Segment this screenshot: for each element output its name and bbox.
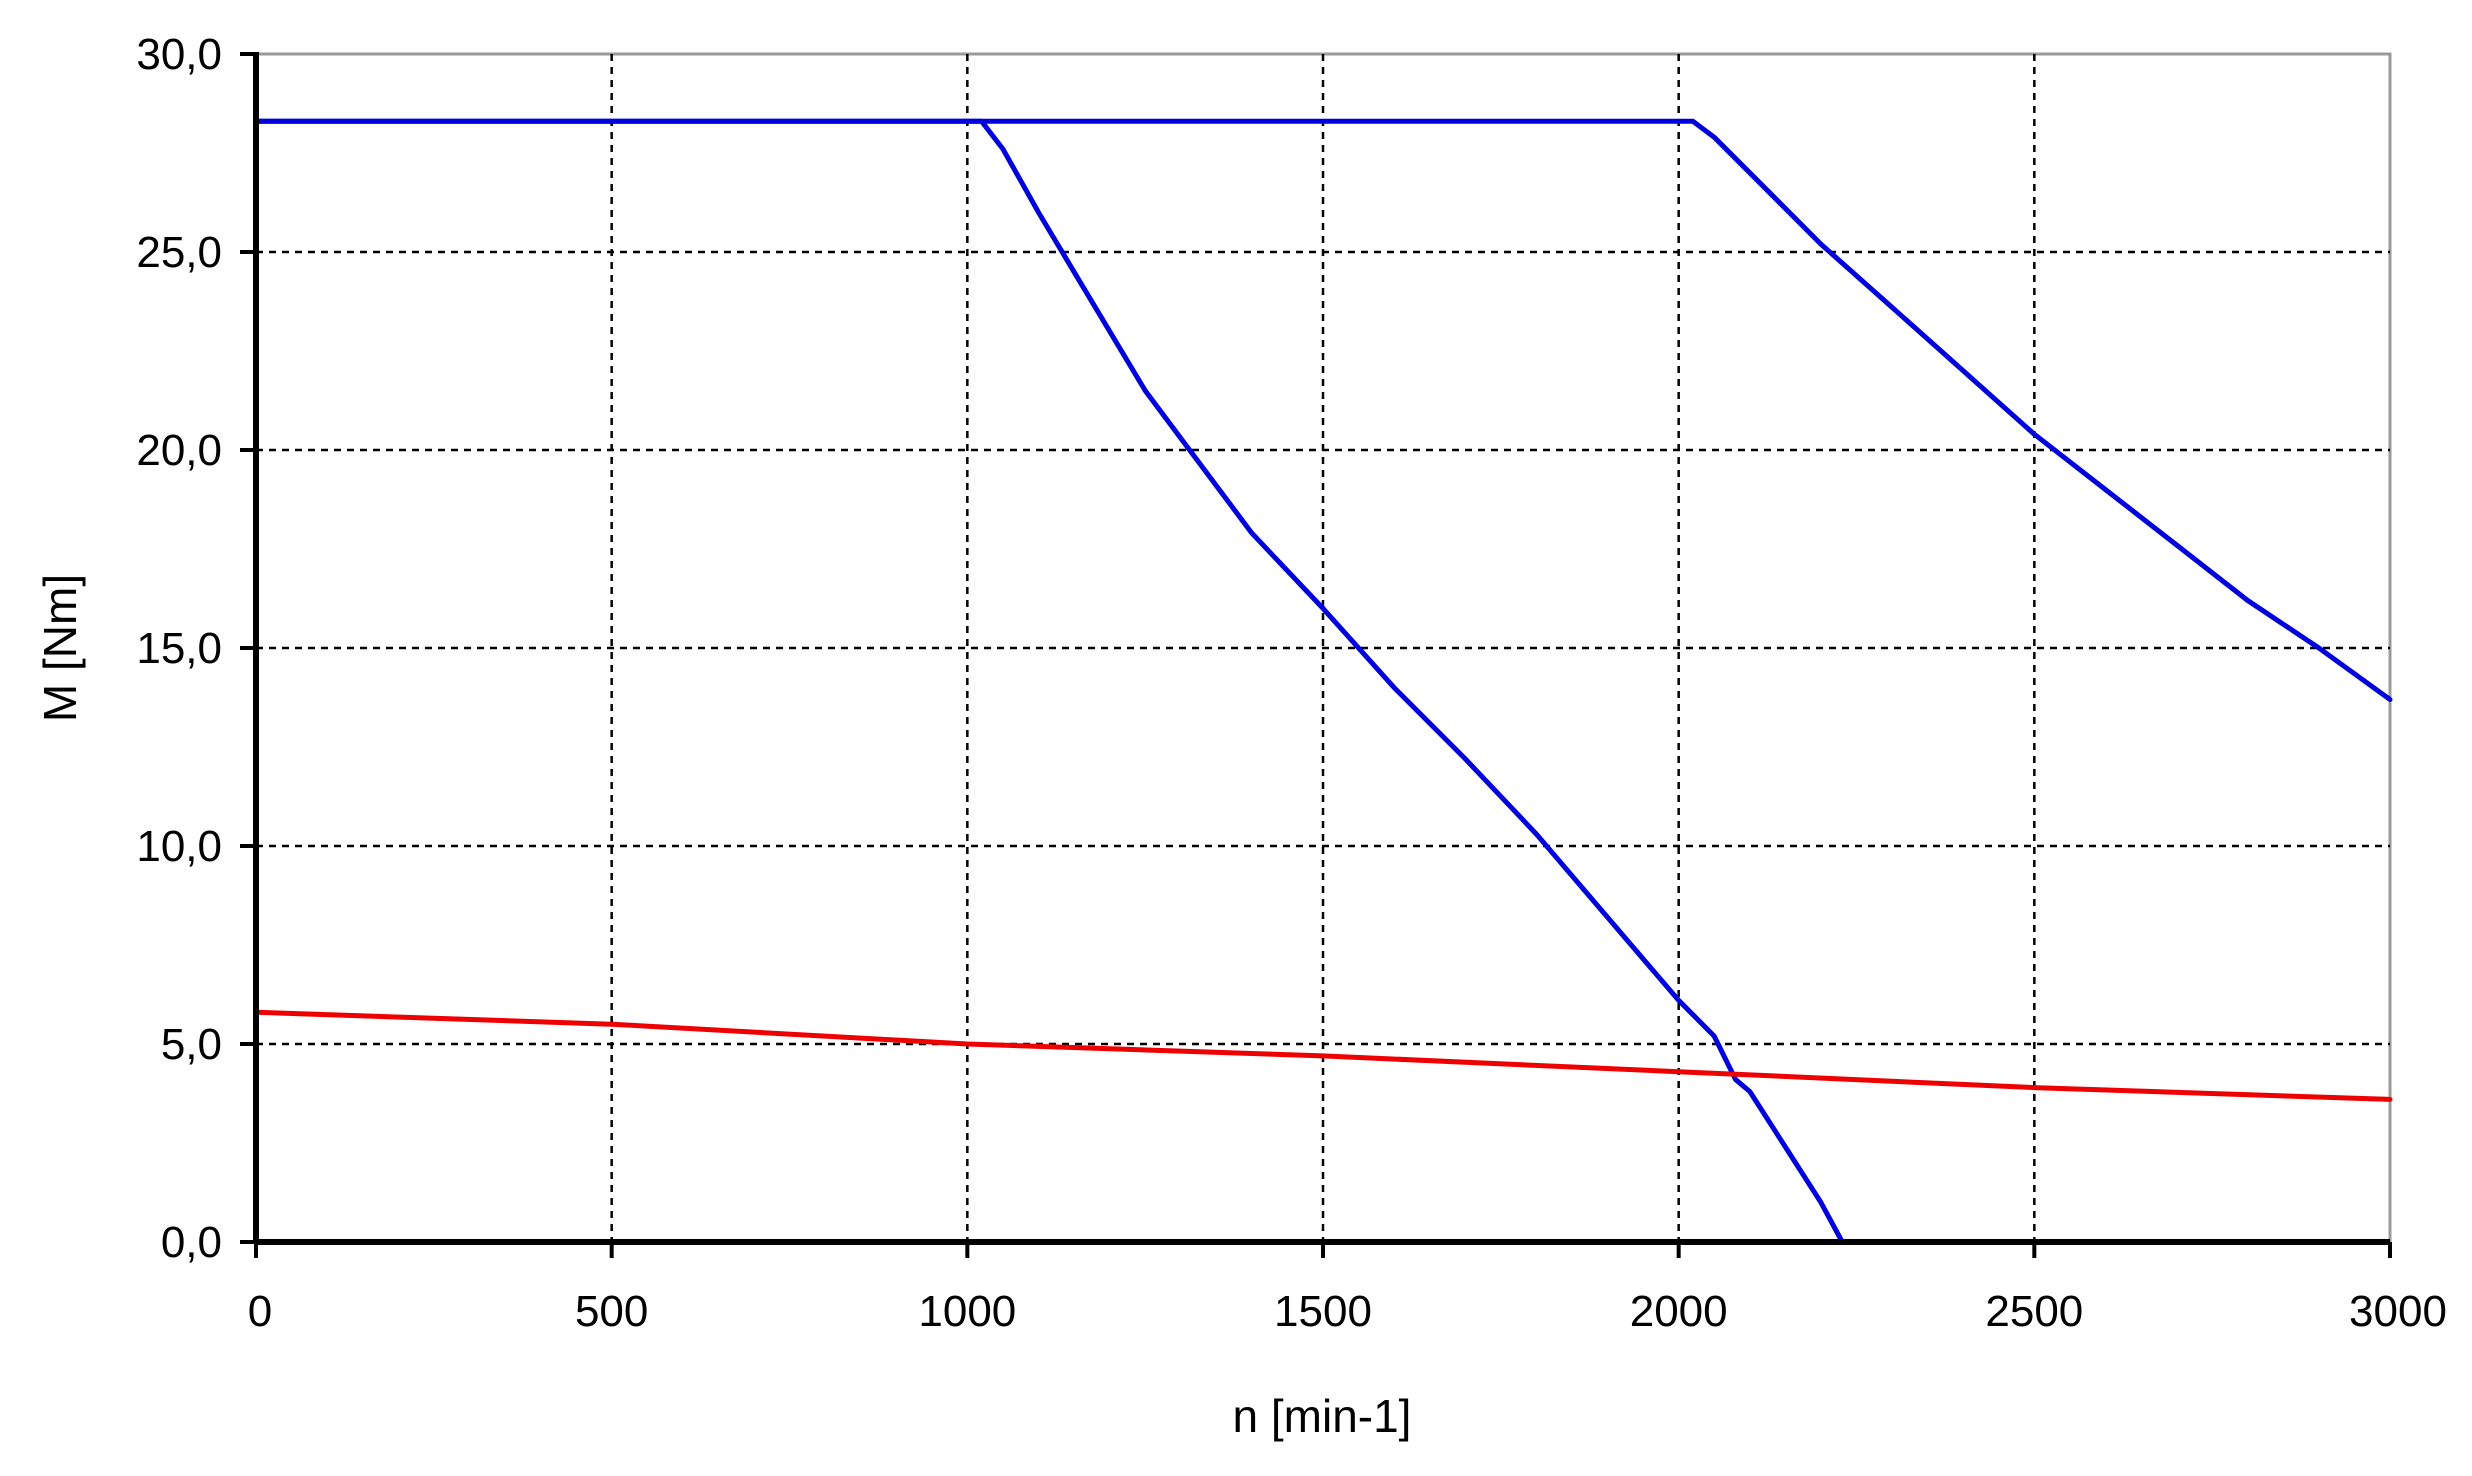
series-line-1 — [253, 118, 1845, 1245]
y-tick-label: 20,0 — [136, 426, 222, 475]
x-tick-labels: 0 500 1000 1500 2000 2500 3000 — [248, 1287, 2447, 1336]
y-tick-labels: 0,0 5,0 10,0 15,0 20,0 25,0 30,0 — [136, 30, 222, 1267]
grid-lines — [256, 54, 2390, 1242]
y-tick-label: 25,0 — [136, 228, 222, 277]
axes — [240, 52, 2392, 1258]
y-tick-label: 5,0 — [161, 1020, 222, 1069]
x-axis-title: n [min-1] — [1233, 1390, 1412, 1442]
x-tick-label: 2000 — [1630, 1287, 1728, 1336]
series-line-3 — [253, 1009, 2393, 1102]
x-tick-label: 1000 — [918, 1287, 1016, 1336]
x-tick-label: 2500 — [1985, 1287, 2083, 1336]
x-tick-label: 3000 — [2349, 1287, 2447, 1336]
y-tick-label: 30,0 — [136, 30, 222, 79]
x-tick-label: 1500 — [1274, 1287, 1372, 1336]
series-layer — [253, 118, 2393, 1245]
y-tick-label: 0,0 — [161, 1218, 222, 1267]
x-tick-label: 500 — [575, 1287, 648, 1336]
x-tick-label: 0 — [248, 1287, 272, 1336]
y-tick-label: 15,0 — [136, 624, 222, 673]
y-tick-label: 10,0 — [136, 822, 222, 871]
series-line-2 — [253, 118, 2393, 702]
y-axis-title: M [Nm] — [34, 574, 86, 722]
